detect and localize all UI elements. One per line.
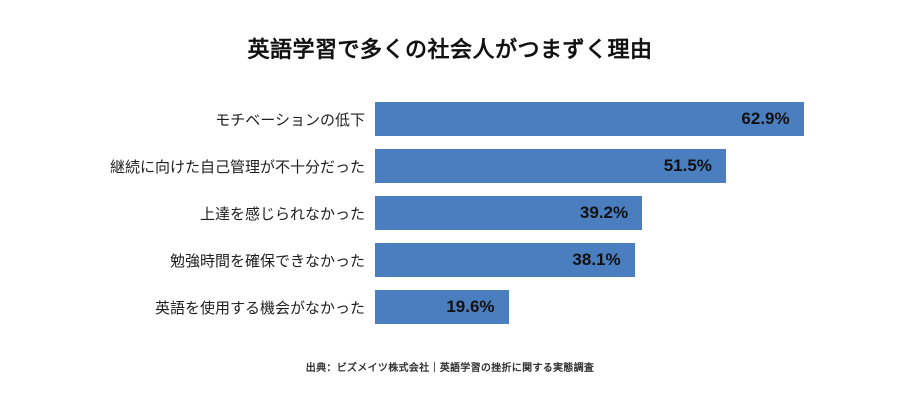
category-label: モチベーションの低下 <box>215 111 365 129</box>
bar: 62.9% <box>375 102 804 136</box>
value-label: 19.6% <box>446 297 495 316</box>
category-label: 継続に向けた自己管理が不十分だった <box>109 158 365 176</box>
bar-row: モチベーションの低下 62.9% <box>55 102 852 136</box>
bar-track: 39.2% <box>375 196 852 230</box>
bar: 39.2% <box>375 196 643 230</box>
bar-track: 62.9% <box>375 102 852 136</box>
source-note: 出典：ビズメイツ株式会社｜英語学習の挫折に関する実態調査 <box>305 363 595 374</box>
category-label: 上達を感じられなかった <box>199 205 365 223</box>
value-label: 62.9% <box>741 109 790 128</box>
bar-row: 英語を使用する機会がなかった 19.6% <box>55 290 852 324</box>
value-label: 38.1% <box>572 250 621 269</box>
bar: 51.5% <box>375 149 726 183</box>
category-label: 勉強時間を確保できなかった <box>169 252 365 270</box>
bar-row: 上達を感じられなかった 39.2% <box>55 196 852 230</box>
bar-row: 継続に向けた自己管理が不十分だった 51.5% <box>55 149 852 183</box>
bar-track: 19.6% <box>375 290 852 324</box>
bar-row: 勉強時間を確保できなかった 38.1% <box>55 243 852 277</box>
category-label: 英語を使用する機会がなかった <box>154 299 365 317</box>
chart-title: 英語学習で多くの社会人がつまずく理由 <box>247 37 653 62</box>
value-label: 39.2% <box>579 203 629 222</box>
bar: 38.1% <box>375 243 635 277</box>
horizontal-bar-chart: モチベーションの低下 62.9% 継続に向けた自己管理が不十分だった 51.5% 上達を… <box>0 102 900 324</box>
bar: 19.6% <box>375 290 509 324</box>
bar-track: 38.1% <box>375 243 852 277</box>
value-label: 51.5% <box>663 156 712 175</box>
bar-track: 51.5% <box>375 149 852 183</box>
